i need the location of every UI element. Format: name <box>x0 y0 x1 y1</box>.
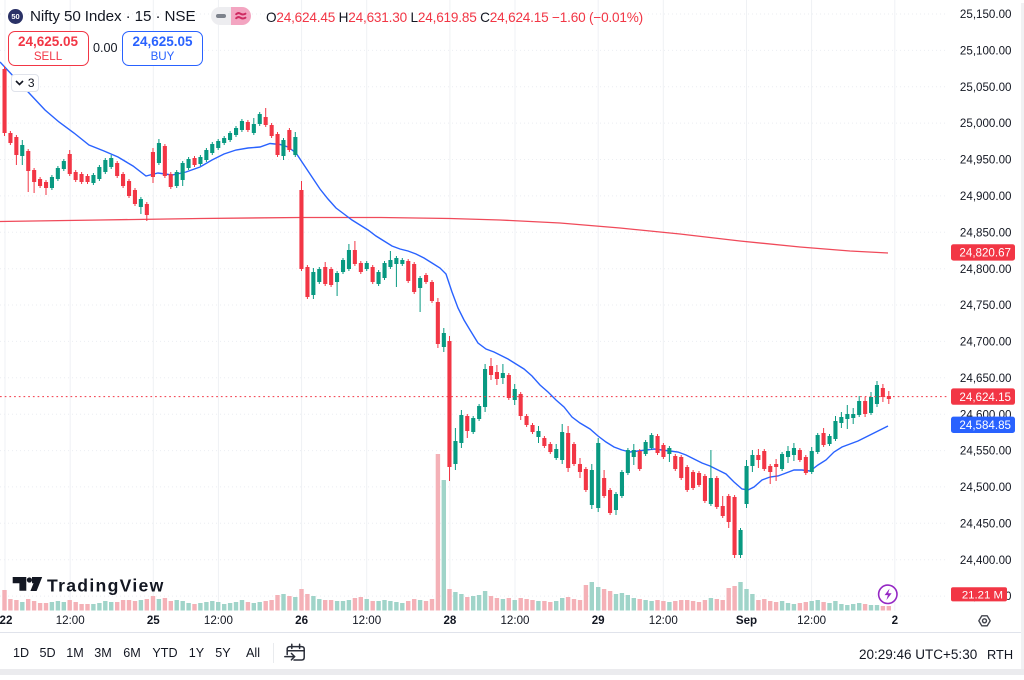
svg-text:21.21 M: 21.21 M <box>962 590 1003 602</box>
svg-text:24,400.00: 24,400.00 <box>960 554 1012 567</box>
svg-text:12:00: 12:00 <box>500 614 529 627</box>
svg-text:12:00: 12:00 <box>56 614 85 627</box>
svg-text:26: 26 <box>295 614 308 627</box>
svg-text:TradingView: TradingView <box>47 576 165 596</box>
svg-text:24,500.00: 24,500.00 <box>960 481 1012 494</box>
svg-text:24,584.85: 24,584.85 <box>959 419 1011 432</box>
svg-text:24,820.67: 24,820.67 <box>959 247 1011 260</box>
svg-text:12:00: 12:00 <box>352 614 381 627</box>
svg-text:29: 29 <box>592 614 605 627</box>
svg-text:25,150.00: 25,150.00 <box>960 8 1012 21</box>
svg-text:12:00: 12:00 <box>204 614 233 627</box>
svg-text:Sep: Sep <box>736 614 757 627</box>
svg-text:24,624.15: 24,624.15 <box>959 391 1011 404</box>
svg-text:25,050.00: 25,050.00 <box>960 81 1012 94</box>
svg-text:24,950.00: 24,950.00 <box>960 154 1012 167</box>
svg-text:28: 28 <box>443 614 456 627</box>
svg-text:24,800.00: 24,800.00 <box>960 263 1012 276</box>
svg-text:24,750.00: 24,750.00 <box>960 299 1012 312</box>
svg-text:25,000.00: 25,000.00 <box>960 117 1012 130</box>
svg-text:12:00: 12:00 <box>797 614 826 627</box>
svg-text:25: 25 <box>147 614 160 627</box>
svg-text:24,550.00: 24,550.00 <box>960 445 1012 458</box>
svg-text:2: 2 <box>892 614 898 627</box>
svg-text:22: 22 <box>0 614 12 627</box>
svg-text:24,650.00: 24,650.00 <box>960 372 1012 385</box>
svg-text:12:00: 12:00 <box>649 614 678 627</box>
svg-text:25,100.00: 25,100.00 <box>960 45 1012 58</box>
svg-text:24,700.00: 24,700.00 <box>960 336 1012 349</box>
svg-text:24,450.00: 24,450.00 <box>960 517 1012 530</box>
svg-text:24,850.00: 24,850.00 <box>960 226 1012 239</box>
svg-text:24,900.00: 24,900.00 <box>960 190 1012 203</box>
